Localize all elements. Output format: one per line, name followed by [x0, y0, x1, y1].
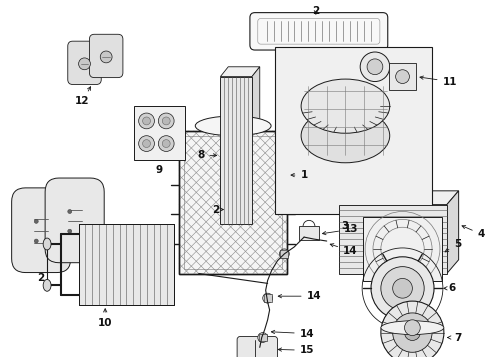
FancyBboxPatch shape: [12, 188, 71, 273]
Circle shape: [279, 249, 289, 259]
Circle shape: [142, 117, 150, 125]
Bar: [179, 131, 287, 274]
Bar: [363, 217, 441, 282]
Circle shape: [227, 207, 233, 212]
Bar: [79, 224, 174, 305]
Circle shape: [139, 113, 154, 129]
Text: 14: 14: [278, 291, 321, 301]
FancyBboxPatch shape: [68, 41, 101, 85]
Circle shape: [68, 229, 72, 233]
FancyBboxPatch shape: [237, 337, 277, 360]
Circle shape: [162, 140, 170, 148]
Bar: [133, 106, 184, 160]
Circle shape: [257, 333, 267, 342]
Circle shape: [392, 278, 411, 298]
Circle shape: [380, 267, 423, 310]
Circle shape: [158, 136, 174, 152]
Polygon shape: [251, 67, 259, 224]
Circle shape: [162, 117, 170, 125]
FancyBboxPatch shape: [249, 13, 387, 50]
Circle shape: [34, 239, 38, 243]
Bar: [280, 250, 288, 258]
Text: 11: 11: [419, 76, 456, 86]
Text: 9: 9: [156, 165, 163, 175]
Circle shape: [158, 113, 174, 129]
Text: 14: 14: [329, 244, 357, 256]
Text: 1: 1: [290, 170, 307, 180]
Text: 7: 7: [447, 333, 460, 342]
Ellipse shape: [43, 279, 51, 291]
Circle shape: [139, 136, 154, 152]
Bar: [79, 224, 174, 305]
Text: 6: 6: [443, 283, 454, 293]
Text: 8: 8: [197, 150, 216, 161]
Bar: [220, 77, 251, 224]
Circle shape: [404, 325, 419, 341]
Circle shape: [380, 301, 443, 360]
Ellipse shape: [301, 79, 389, 133]
Text: 15: 15: [278, 345, 314, 355]
Bar: [179, 131, 287, 274]
Text: 12: 12: [75, 87, 90, 106]
Bar: [274, 47, 431, 215]
Text: 2: 2: [38, 274, 45, 283]
Circle shape: [68, 210, 72, 213]
Circle shape: [360, 52, 389, 82]
Bar: [299, 226, 318, 240]
Circle shape: [34, 219, 38, 223]
Ellipse shape: [380, 321, 443, 334]
Text: 3: 3: [341, 221, 348, 231]
Circle shape: [100, 51, 112, 63]
Text: 2: 2: [312, 6, 319, 15]
Text: 14: 14: [271, 329, 314, 339]
Bar: [183, 136, 282, 269]
Circle shape: [222, 202, 238, 217]
Circle shape: [366, 59, 382, 75]
Polygon shape: [338, 191, 458, 204]
Ellipse shape: [43, 238, 51, 250]
Circle shape: [392, 313, 431, 352]
Circle shape: [395, 70, 408, 84]
Bar: [338, 204, 446, 274]
Text: 4: 4: [461, 226, 484, 239]
FancyBboxPatch shape: [45, 178, 104, 263]
Bar: [263, 294, 271, 302]
Bar: [388, 63, 415, 90]
Polygon shape: [220, 67, 259, 77]
Text: 2: 2: [211, 204, 223, 215]
Circle shape: [404, 320, 419, 336]
Bar: [258, 334, 266, 342]
Ellipse shape: [301, 109, 389, 163]
Text: 5: 5: [444, 239, 460, 252]
Ellipse shape: [195, 116, 270, 136]
Circle shape: [79, 58, 90, 70]
Circle shape: [262, 293, 272, 303]
FancyBboxPatch shape: [89, 34, 122, 78]
Text: 10: 10: [98, 309, 112, 328]
Circle shape: [142, 140, 150, 148]
Polygon shape: [446, 191, 458, 274]
Text: 13: 13: [322, 224, 358, 235]
Circle shape: [370, 257, 433, 320]
